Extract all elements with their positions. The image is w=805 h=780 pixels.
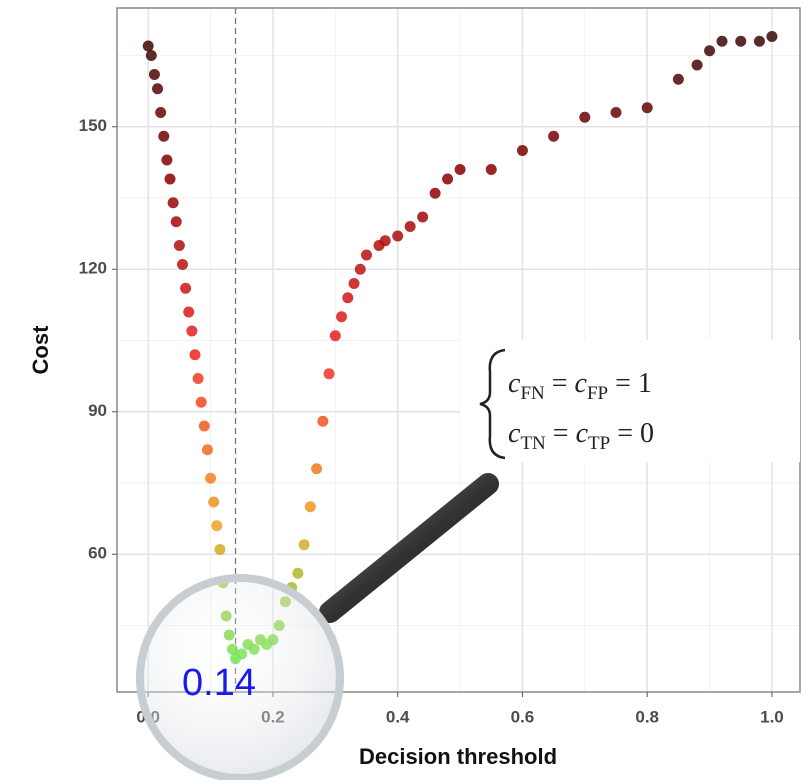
point — [379, 235, 391, 247]
point — [485, 164, 497, 175]
point — [195, 396, 207, 408]
formula-part: c — [575, 368, 588, 399]
point — [198, 420, 210, 432]
formula-part: = 1 — [608, 368, 652, 399]
formula-line: cTN = cTP = 0 — [508, 418, 654, 454]
point — [148, 69, 160, 80]
x-tick-label: 0.6 — [511, 707, 535, 726]
formula-part: = — [545, 368, 575, 399]
point — [176, 259, 188, 270]
point — [516, 145, 528, 156]
formula-line: cFN = cFP = 1 — [508, 368, 652, 404]
point — [208, 496, 220, 508]
point — [155, 107, 167, 118]
point — [342, 292, 354, 304]
point — [360, 249, 372, 261]
point — [404, 221, 416, 232]
point — [158, 130, 170, 142]
threshold-label: 0.14 — [182, 662, 256, 704]
point — [753, 35, 765, 47]
brace — [479, 348, 506, 460]
formula-part: c — [576, 418, 589, 449]
formula-part: = — [546, 418, 576, 449]
point — [183, 306, 195, 318]
point — [704, 45, 716, 57]
point — [323, 368, 335, 380]
point — [442, 173, 454, 185]
x-axis-title: Decision threshold — [359, 744, 557, 769]
point — [211, 520, 223, 532]
x-tick-label: 0.4 — [386, 707, 410, 726]
point — [392, 230, 404, 242]
x-tick-label: 0.8 — [635, 707, 659, 726]
point — [672, 73, 684, 85]
formula-box — [460, 340, 800, 462]
formula-part: c — [508, 368, 521, 399]
y-tick-label: 120 — [79, 259, 107, 278]
y-tick-label: 90 — [88, 401, 107, 420]
formula-part: FP — [587, 383, 608, 404]
magnifier-handle — [319, 473, 499, 623]
x-tick-label: 1.0 — [760, 707, 784, 726]
point — [304, 501, 316, 513]
point — [167, 197, 179, 209]
point — [192, 373, 204, 384]
point — [548, 130, 560, 142]
point — [186, 325, 198, 337]
point — [766, 31, 778, 42]
y-tick-label: 150 — [79, 116, 107, 135]
y-tick-label: 60 — [88, 544, 107, 563]
point — [354, 263, 366, 275]
point — [298, 539, 310, 551]
lens-label: 0.14 — [182, 662, 256, 704]
point — [152, 83, 164, 95]
formula-part: = 0 — [610, 418, 654, 449]
point — [348, 278, 360, 289]
point — [579, 111, 591, 123]
point — [214, 544, 226, 555]
point — [417, 211, 429, 223]
point — [173, 240, 185, 251]
point — [641, 102, 653, 114]
point — [201, 444, 213, 456]
point — [142, 40, 154, 52]
point — [691, 59, 703, 71]
point — [610, 107, 622, 118]
formula-part: TP — [588, 433, 610, 454]
point — [292, 567, 304, 579]
formula-part: FN — [520, 383, 545, 404]
point — [170, 216, 182, 228]
point — [180, 282, 192, 294]
point — [735, 35, 747, 47]
formula-part: TN — [520, 433, 546, 454]
point — [454, 164, 466, 175]
y-axis-title: Cost — [28, 325, 53, 375]
formula-part: c — [508, 418, 521, 449]
point — [429, 187, 441, 199]
magnifier-lens — [136, 574, 344, 780]
point — [189, 349, 201, 361]
point — [329, 330, 341, 342]
point — [205, 472, 217, 484]
point — [336, 311, 348, 323]
point — [161, 154, 173, 166]
point — [317, 415, 329, 427]
point — [311, 463, 323, 475]
point — [716, 35, 728, 47]
point — [145, 50, 157, 61]
point — [164, 173, 176, 185]
